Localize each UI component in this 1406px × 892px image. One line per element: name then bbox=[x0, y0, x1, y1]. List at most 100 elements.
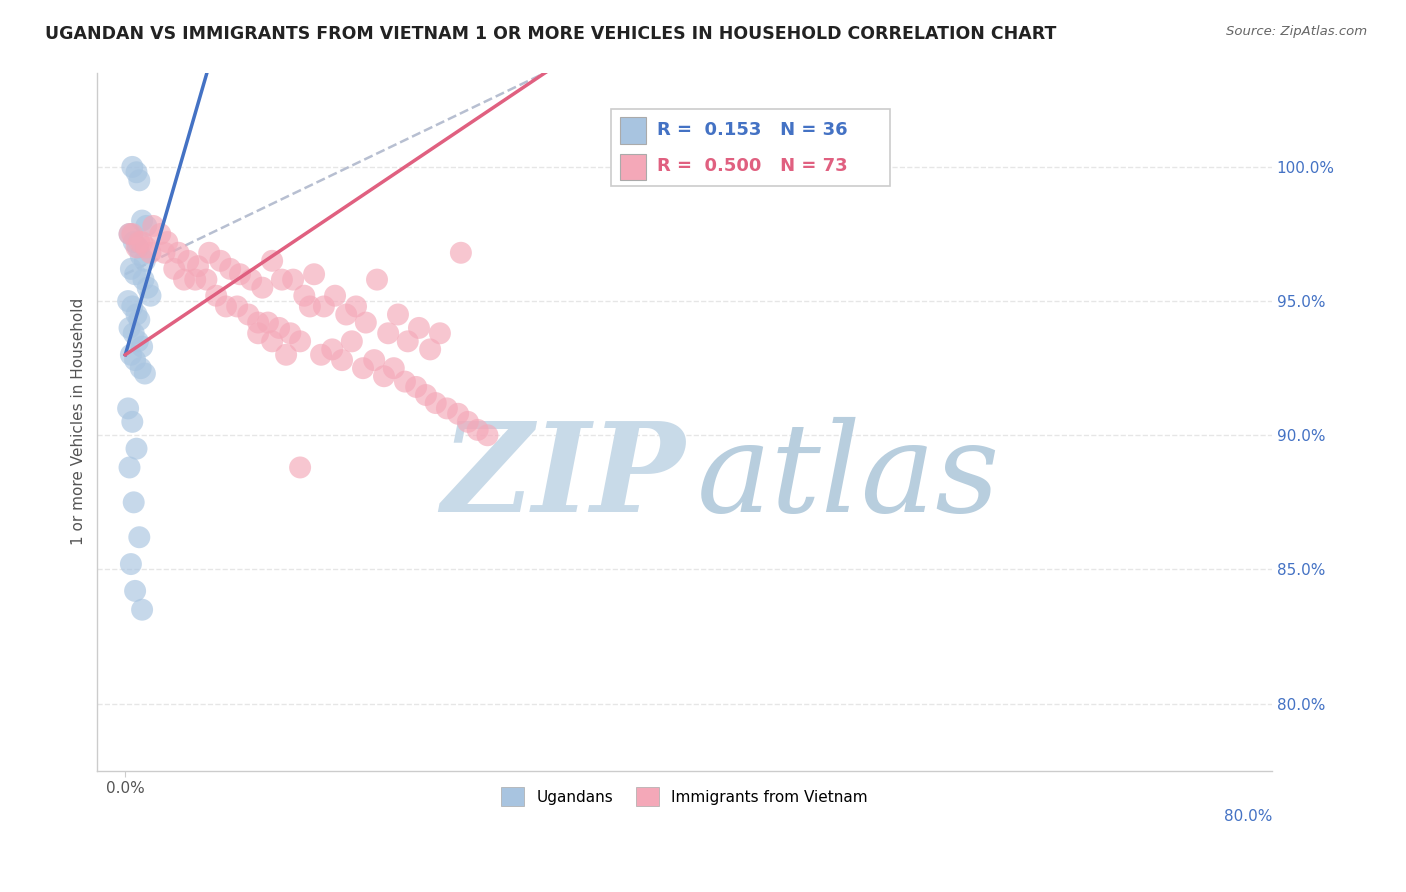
Point bbox=[156, 235, 179, 249]
Point bbox=[335, 308, 357, 322]
Point bbox=[352, 361, 374, 376]
Point bbox=[118, 460, 141, 475]
Point bbox=[135, 219, 157, 233]
Point bbox=[135, 240, 157, 254]
Point bbox=[302, 267, 325, 281]
Point bbox=[195, 272, 218, 286]
Point bbox=[354, 316, 377, 330]
Point bbox=[340, 334, 363, 349]
Point bbox=[125, 308, 148, 322]
Text: Source: ZipAtlas.com: Source: ZipAtlas.com bbox=[1226, 25, 1367, 38]
Point bbox=[128, 235, 150, 249]
Point bbox=[271, 272, 294, 286]
Point bbox=[394, 375, 416, 389]
Point bbox=[344, 300, 367, 314]
Point bbox=[467, 423, 489, 437]
Point bbox=[477, 428, 499, 442]
Point bbox=[139, 245, 162, 260]
Point bbox=[184, 272, 207, 286]
Point bbox=[198, 245, 221, 260]
Point bbox=[131, 340, 153, 354]
Point bbox=[419, 343, 441, 357]
Point bbox=[120, 348, 142, 362]
Point bbox=[288, 460, 311, 475]
Legend: Ugandans, Immigrants from Vietnam: Ugandans, Immigrants from Vietnam bbox=[495, 781, 875, 812]
Point bbox=[125, 442, 148, 456]
Point bbox=[167, 245, 190, 260]
Point bbox=[215, 300, 238, 314]
Point bbox=[312, 300, 335, 314]
Point bbox=[298, 300, 321, 314]
Y-axis label: 1 or more Vehicles in Household: 1 or more Vehicles in Household bbox=[72, 298, 86, 546]
Point bbox=[163, 261, 186, 276]
Point bbox=[240, 272, 263, 286]
Point bbox=[120, 261, 142, 276]
Point bbox=[252, 280, 274, 294]
Point bbox=[127, 334, 149, 349]
Point bbox=[125, 165, 148, 179]
Point bbox=[292, 289, 315, 303]
Point bbox=[187, 259, 209, 273]
Point bbox=[122, 235, 145, 249]
Point bbox=[136, 280, 159, 294]
Point bbox=[153, 245, 176, 260]
Point bbox=[415, 388, 437, 402]
Point bbox=[309, 348, 332, 362]
Point bbox=[323, 289, 346, 303]
Point bbox=[118, 227, 141, 241]
Point bbox=[134, 253, 156, 268]
Point bbox=[121, 300, 143, 314]
Point bbox=[450, 245, 472, 260]
Point bbox=[205, 289, 228, 303]
Point bbox=[226, 300, 249, 314]
Point bbox=[121, 160, 143, 174]
Text: UGANDAN VS IMMIGRANTS FROM VIETNAM 1 OR MORE VEHICLES IN HOUSEHOLD CORRELATION C: UGANDAN VS IMMIGRANTS FROM VIETNAM 1 OR … bbox=[45, 25, 1056, 43]
Point bbox=[330, 353, 353, 368]
Point bbox=[139, 289, 162, 303]
Point bbox=[373, 369, 395, 384]
Text: ZIP: ZIP bbox=[441, 417, 685, 539]
Point bbox=[173, 272, 195, 286]
Point bbox=[131, 213, 153, 227]
Point bbox=[238, 308, 260, 322]
Point bbox=[274, 348, 297, 362]
Point bbox=[382, 361, 405, 376]
Point bbox=[127, 240, 149, 254]
Point bbox=[377, 326, 399, 341]
Point bbox=[262, 253, 284, 268]
Point bbox=[425, 396, 447, 410]
Point bbox=[117, 401, 139, 416]
Point bbox=[219, 261, 242, 276]
Point bbox=[142, 219, 165, 233]
Point bbox=[262, 334, 284, 349]
Point bbox=[131, 235, 153, 249]
Point bbox=[288, 334, 311, 349]
Point bbox=[457, 415, 479, 429]
Point bbox=[124, 353, 146, 368]
Text: atlas: atlas bbox=[696, 417, 1000, 539]
Point bbox=[121, 415, 143, 429]
Point bbox=[131, 603, 153, 617]
Point bbox=[117, 294, 139, 309]
Point bbox=[129, 248, 152, 262]
Point bbox=[128, 530, 150, 544]
Point bbox=[396, 334, 419, 349]
Point bbox=[363, 353, 385, 368]
Point bbox=[405, 380, 427, 394]
Point bbox=[128, 173, 150, 187]
Point bbox=[436, 401, 458, 416]
Point bbox=[408, 321, 430, 335]
Point bbox=[118, 227, 141, 241]
Point bbox=[128, 313, 150, 327]
Point bbox=[257, 316, 280, 330]
Point bbox=[122, 495, 145, 509]
Point bbox=[229, 267, 252, 281]
Point bbox=[124, 583, 146, 598]
Point bbox=[387, 308, 409, 322]
Point bbox=[134, 367, 156, 381]
Point bbox=[121, 227, 143, 241]
Point bbox=[247, 316, 270, 330]
Point bbox=[281, 272, 304, 286]
Point bbox=[129, 361, 152, 376]
Text: 80.0%: 80.0% bbox=[1223, 809, 1272, 824]
